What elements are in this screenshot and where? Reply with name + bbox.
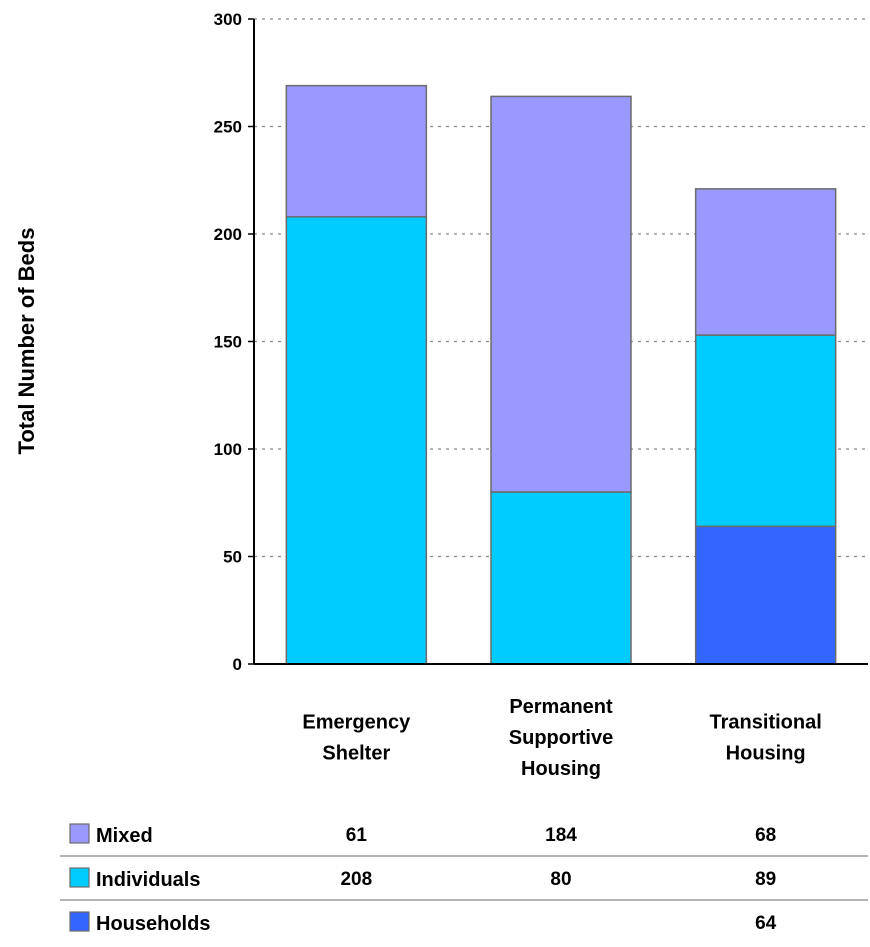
x-category-label-line: Emergency bbox=[302, 712, 411, 734]
bar-households bbox=[694, 525, 837, 665]
x-category-labels: Emergency Shelter Permanent Supportive Housi… bbox=[302, 696, 821, 780]
bar-individuals bbox=[285, 216, 428, 665]
table-value: 80 bbox=[550, 869, 571, 890]
table-value: 208 bbox=[340, 869, 372, 890]
y-tick-labels: 0 50 100 150 200 250 300 bbox=[214, 10, 242, 674]
bars bbox=[285, 84, 837, 665]
table-value: 89 bbox=[755, 869, 776, 890]
table-value: 68 bbox=[755, 825, 776, 846]
y-tick-label: 200 bbox=[214, 225, 242, 244]
x-category-label-line: Shelter bbox=[322, 743, 390, 765]
axes bbox=[248, 18, 868, 665]
legend-label-households: Households bbox=[96, 913, 210, 935]
table-value: 184 bbox=[545, 825, 577, 846]
legend-swatch-mixed bbox=[69, 823, 90, 844]
table-value: 61 bbox=[346, 825, 368, 846]
y-tick-label: 100 bbox=[214, 440, 242, 459]
y-tick-label: 300 bbox=[214, 10, 242, 29]
x-category-label-line: Housing bbox=[726, 743, 806, 765]
x-category-label-line: Supportive bbox=[509, 727, 613, 749]
y-axis-label: Total Number of Beds bbox=[14, 228, 39, 455]
legend-swatch-individuals bbox=[69, 867, 90, 888]
y-tick-label: 0 bbox=[233, 655, 242, 674]
legend-label-individuals: Individuals bbox=[96, 869, 200, 891]
x-category-label-line: Permanent bbox=[509, 696, 613, 718]
legend-label-mixed: Mixed bbox=[96, 825, 153, 847]
data-table: Mixed 61 184 68 Individuals 208 80 89 Households… bbox=[60, 823, 868, 935]
x-category-label-line: Transitional bbox=[710, 712, 822, 734]
bar-mixed bbox=[694, 188, 837, 336]
x-category-label: Emergency Shelter bbox=[302, 712, 411, 765]
bar-mixed bbox=[490, 95, 632, 493]
table-value: 64 bbox=[755, 913, 777, 934]
x-category-label: Transitional Housing bbox=[710, 712, 822, 765]
legend-swatch-households bbox=[69, 911, 90, 932]
x-category-label: Permanent Supportive Housing bbox=[509, 696, 613, 780]
bar-individuals bbox=[490, 491, 632, 665]
y-tick-label: 250 bbox=[214, 118, 242, 137]
bar-individuals bbox=[694, 334, 837, 528]
y-tick-label: 150 bbox=[214, 333, 242, 352]
x-category-label-line: Housing bbox=[521, 758, 601, 780]
y-tick-label: 50 bbox=[223, 548, 242, 567]
bar-mixed bbox=[285, 84, 428, 218]
